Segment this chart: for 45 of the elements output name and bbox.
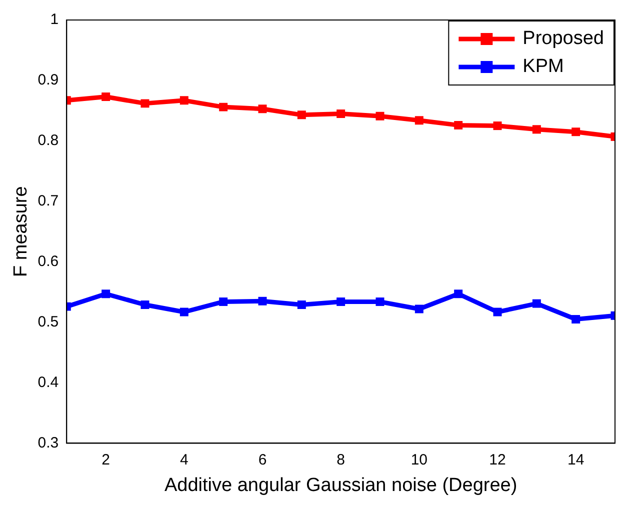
point (376, 297, 384, 306)
point (376, 112, 384, 120)
legend-label: Proposed (522, 28, 604, 50)
point (140, 300, 150, 309)
point (297, 110, 306, 120)
y-tick-label: 0.9 (38, 72, 59, 89)
y-tick-label: 0.7 (38, 192, 59, 210)
point (414, 304, 424, 314)
y-axis-title: F measure (10, 186, 32, 278)
y-tick-label: 1 (50, 11, 59, 28)
y-tick-label: 0.4 (38, 374, 59, 391)
x-tick-label: 6 (258, 451, 267, 468)
legend-label: KPM (522, 56, 564, 78)
point (102, 92, 110, 102)
point (258, 104, 267, 114)
y-tick-label: 0.6 (38, 252, 59, 270)
point (219, 297, 228, 306)
point (493, 308, 502, 316)
point (336, 297, 346, 306)
x-tick-label: 8 (336, 451, 345, 468)
point (102, 290, 110, 298)
y-tick-label: 0.8 (38, 132, 59, 150)
point (572, 128, 580, 136)
point (180, 308, 188, 316)
y-tick-label: 0.3 (38, 434, 59, 452)
y-tick-label: 0.5 (38, 313, 59, 330)
point (532, 125, 541, 134)
point (493, 122, 502, 130)
x-tick-label: 4 (180, 451, 188, 468)
point (258, 296, 267, 306)
point (572, 315, 580, 324)
x-tick-label: 12 (489, 451, 506, 468)
point (180, 96, 188, 105)
point (414, 116, 424, 125)
point (454, 120, 463, 130)
point (219, 102, 228, 112)
point (454, 290, 463, 298)
x-tick-label: 14 (567, 451, 584, 468)
x-axis-title: Additive angular Gaussian noise (Degree) (164, 474, 518, 496)
point (297, 300, 306, 309)
x-tick-label: 2 (102, 451, 110, 468)
point (532, 299, 541, 308)
point (140, 99, 150, 108)
x-tick-label: 10 (410, 451, 428, 468)
point (336, 109, 346, 118)
